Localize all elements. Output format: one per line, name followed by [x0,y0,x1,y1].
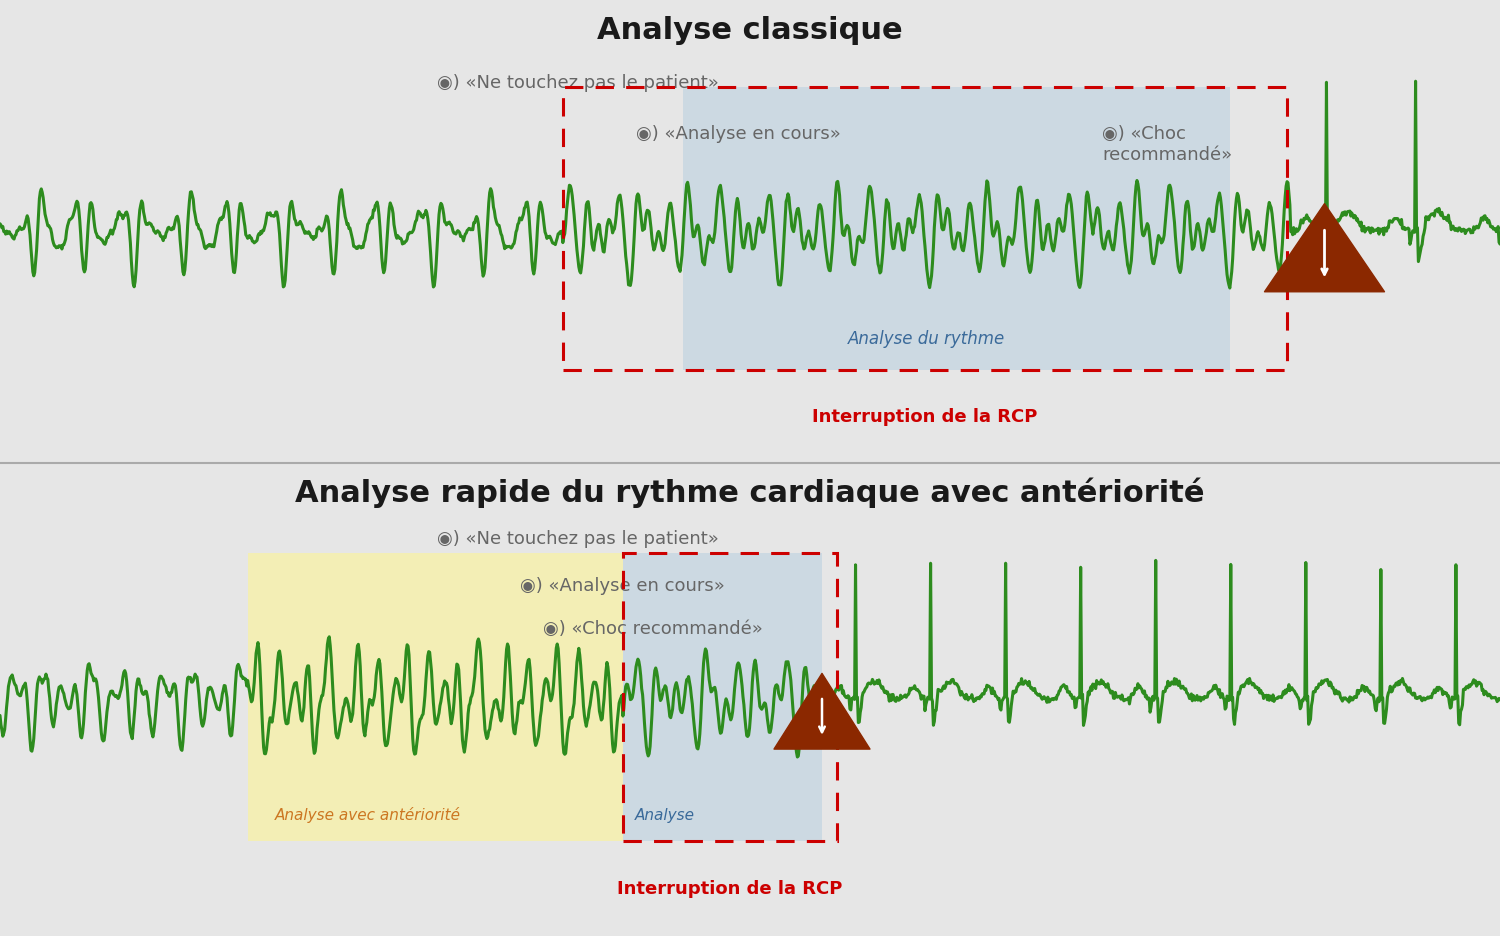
Text: Analyse rapide du rythme cardiaque avec antériorité: Analyse rapide du rythme cardiaque avec … [296,476,1204,507]
Polygon shape [1264,204,1384,292]
Text: Analyse: Analyse [634,808,694,823]
Text: Analyse avec antériorité: Analyse avec antériorité [274,807,460,823]
Bar [682,88,1230,371]
Bar [622,553,822,841]
Text: ◉) «Analyse en cours»: ◉) «Analyse en cours» [520,577,724,594]
Text: Analyse classique: Analyse classique [597,16,903,45]
Text: Interruption de la RCP: Interruption de la RCP [616,879,843,898]
Text: ◉) «Choc
recommandé»: ◉) «Choc recommandé» [1102,125,1233,164]
Text: Interruption de la RCP: Interruption de la RCP [812,408,1038,426]
Bar [622,553,837,841]
Text: ◉) «Ne touchez pas le patient»: ◉) «Ne touchez pas le patient» [436,530,718,548]
Text: ◉) «Analyse en cours»: ◉) «Analyse en cours» [636,125,840,143]
Text: Analyse du rythme: Analyse du rythme [847,329,1005,347]
Bar [562,88,1287,371]
Polygon shape [774,674,870,750]
Bar [248,553,622,841]
Text: ◉) «Choc recommandé»: ◉) «Choc recommandé» [543,620,762,637]
Text: ◉) «Ne touchez pas le patient»: ◉) «Ne touchez pas le patient» [436,74,718,92]
